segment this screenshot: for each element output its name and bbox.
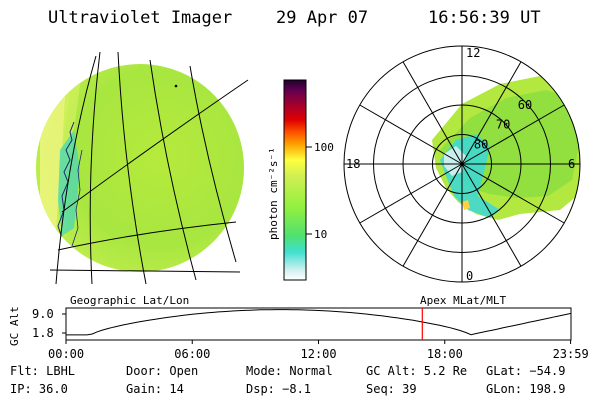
polar-grid <box>343 45 581 283</box>
mode-info: Mode: Normal <box>246 364 333 378</box>
altitude-frame <box>65 307 572 341</box>
alt-tick-label: 1.8 <box>32 326 54 340</box>
time-tick-label: 00:00 <box>48 347 84 361</box>
glat-info: GLat: −54.9 <box>486 364 566 378</box>
colorbar-unit-label: photon cm⁻²s⁻¹ <box>267 147 280 240</box>
mlt-label: 18 <box>346 157 360 171</box>
gain-info: Gain: 14 <box>126 382 184 396</box>
geographic-label: Geographic Lat/Lon <box>70 294 189 307</box>
mlt-spoke <box>461 61 522 165</box>
lat-label: 60 <box>518 98 532 112</box>
mlt-label: 0 <box>466 269 473 283</box>
mlt-label: 6 <box>568 157 575 171</box>
time-tick-label: 18:00 <box>427 347 463 361</box>
door-info: Door: Open <box>126 364 199 378</box>
altitude-plot: 9.0 1.8 GC Alt 00:00 06:00 12:00 18:00 23:59 <box>8 306 589 361</box>
filter-info: Flt: LBHL <box>10 364 76 378</box>
mlt-label: 12 <box>466 46 480 60</box>
time-tick-label: 06:00 <box>174 347 210 361</box>
earth-image <box>36 51 249 285</box>
altitude-curve <box>66 309 572 336</box>
time-label: 16:56:39 UT <box>428 8 541 28</box>
glon-info: GLon: 198.9 <box>486 382 566 396</box>
mlt-spoke <box>402 163 463 267</box>
ip-info: IP: 36.0 <box>10 382 68 396</box>
mlt-spoke <box>461 163 565 224</box>
aurora-image <box>432 76 580 220</box>
time-tick-label: 12:00 <box>301 347 337 361</box>
dsp-info: Dsp: −8.1 <box>246 382 312 396</box>
mlt-spoke <box>402 61 463 165</box>
colorbar-tick-label: 100 <box>314 141 334 154</box>
mlt-spoke <box>359 104 463 165</box>
lat-label: 80 <box>474 137 488 151</box>
colorbar-tick-label: 10 <box>314 228 327 241</box>
seq-info: Seq: 39 <box>366 382 417 396</box>
apex-label: Apex MLat/MLT <box>420 294 506 307</box>
mlt-spoke <box>461 104 565 165</box>
mlt-spoke <box>359 163 463 224</box>
alt-tick-label: 9.0 <box>32 307 54 321</box>
instrument-title: Ultraviolet Imager <box>48 8 233 28</box>
gc-alt-info: GC Alt: 5.2 Re <box>366 364 468 378</box>
earth-disk <box>36 64 244 272</box>
gc-alt-axis-label: GC Alt <box>8 306 21 346</box>
geo-grid <box>49 51 249 285</box>
time-axis: 00:00 06:00 12:00 18:00 23:59 <box>48 340 589 361</box>
mlt-spoke <box>461 163 522 267</box>
lat-label: 70 <box>496 118 510 132</box>
colorbar-gradient <box>283 79 307 281</box>
time-tick-label: 23:59 <box>553 347 589 361</box>
date-label: 29 Apr 07 <box>276 8 369 28</box>
colorbar: 100 10 photon cm⁻²s⁻¹ <box>267 79 334 281</box>
